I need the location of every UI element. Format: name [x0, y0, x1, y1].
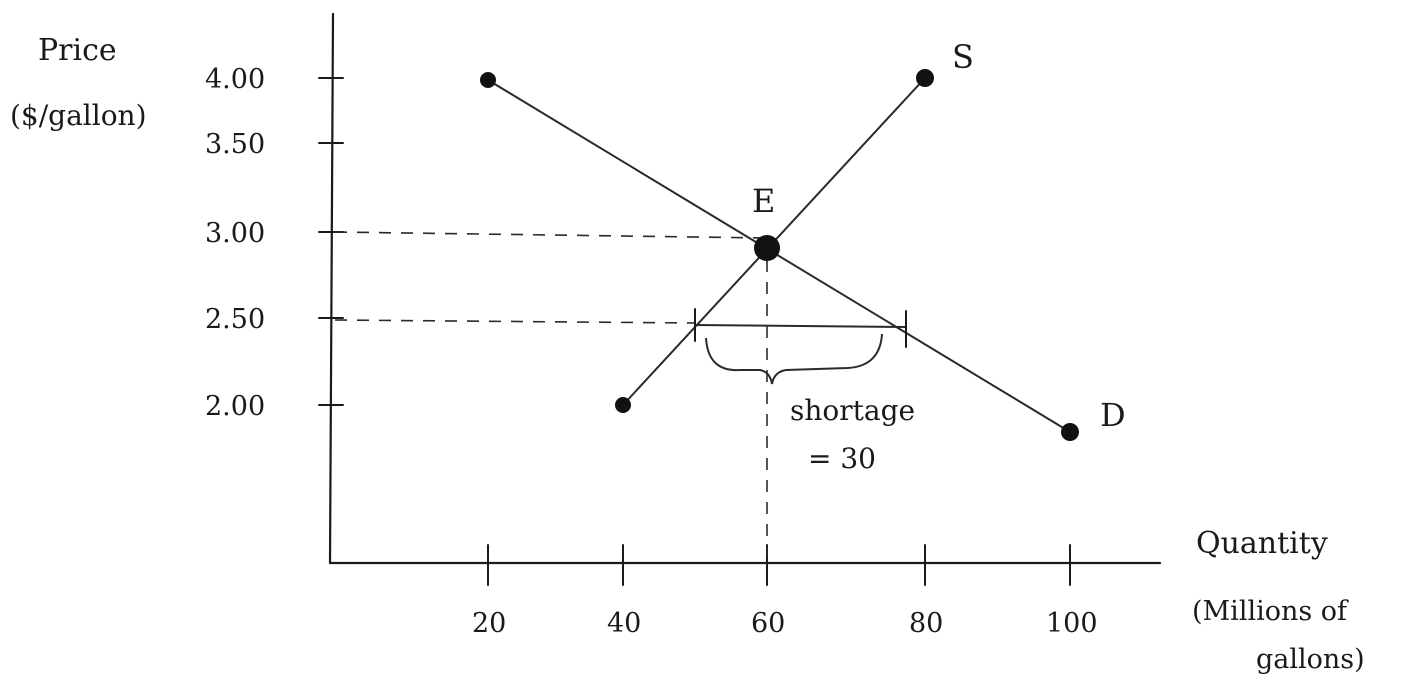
curve-D-point-1: [1061, 423, 1079, 441]
y-axis-title: Price: [38, 33, 117, 68]
equilibrium-point: [754, 235, 780, 261]
shortage-label-line2: = 30: [808, 442, 876, 475]
price-line-group: [694, 308, 907, 385]
y-tick-label-0: 4.00: [205, 64, 265, 95]
supply-curve-label: S: [952, 38, 974, 76]
curve-D: [487, 79, 1071, 433]
x-axis-unit-line1: (Millions of: [1192, 596, 1349, 627]
x-axis-title: Quantity: [1196, 526, 1328, 561]
x-tick-label-1: 40: [607, 608, 641, 639]
x-tick-label-4: 100: [1046, 608, 1098, 639]
shortage-label-line1: shortage: [790, 394, 915, 427]
y-tick-label-4: 2.00: [205, 391, 265, 422]
guide-lines: [334, 231, 768, 563]
curve-S-point-0: [615, 397, 631, 413]
demand-curve-label: D: [1100, 396, 1126, 434]
guide-equilibrium-price: [334, 231, 768, 239]
x-tick-label-3: 80: [909, 608, 943, 639]
shortage-brace: [705, 333, 883, 385]
x-tick-label-2: 60: [751, 608, 785, 639]
x-ticks: 20 40 60 80 100: [472, 544, 1098, 639]
y-tick-label-2: 3.00: [205, 218, 265, 249]
equilibrium-label: E: [752, 182, 775, 220]
x-axis-unit-line2: gallons): [1256, 644, 1365, 675]
y-tick-label-1: 3.50: [205, 129, 265, 160]
guide-low-price: [334, 319, 696, 324]
y-ticks: 4.00 3.50 3.00 2.50 2.00: [205, 64, 344, 422]
shortage-segment: [694, 324, 907, 328]
curve-S-point-1: [916, 69, 934, 87]
y-tick-label-3: 2.50: [205, 304, 265, 335]
y-axis: [328, 12, 335, 565]
x-tick-label-0: 20: [472, 608, 506, 639]
y-axis-unit: ($/gallon): [10, 99, 147, 132]
curves: [480, 69, 1079, 441]
curve-D-point-0: [480, 72, 496, 88]
